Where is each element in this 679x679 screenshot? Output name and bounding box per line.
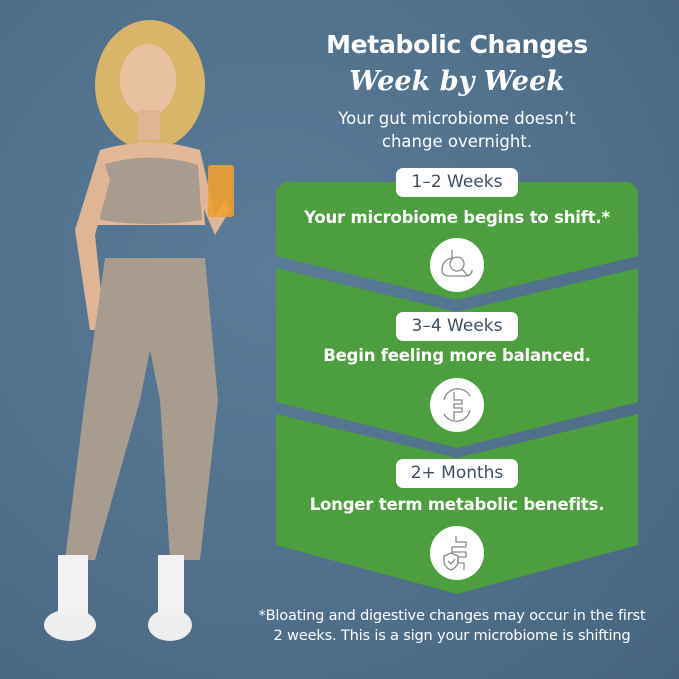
stage-1-label: 1–2 Weeks	[396, 168, 518, 197]
footnote-line-2: 2 weeks. This is a sign your microbiome …	[273, 627, 631, 644]
intro-line-1: Your gut microbiome doesn’t	[338, 109, 576, 128]
stage-3-label: 2+ Months	[396, 459, 518, 488]
intro-line-2: change overnight.	[381, 132, 533, 151]
gut-magnifier-icon	[430, 238, 484, 292]
stage-3-text: Longer term metabolic benefits.	[309, 495, 605, 514]
stage-2-label: 3–4 Weeks	[396, 312, 518, 341]
stage-2-text: Begin feeling more balanced.	[323, 346, 591, 365]
stage-2-panel	[276, 268, 638, 448]
gut-shield-icon	[430, 526, 484, 580]
page-subtitle: Week by Week	[349, 66, 565, 97]
stage-1-text: Your microbiome begins to shift.*	[304, 208, 610, 227]
stage-3-panel	[276, 414, 638, 594]
footnote-line-1: *Bloating and digestive changes may occu…	[258, 607, 646, 624]
gut-cycle-icon	[430, 378, 484, 432]
page-title: Metabolic Changes	[326, 30, 588, 59]
woman-figure	[44, 20, 234, 641]
